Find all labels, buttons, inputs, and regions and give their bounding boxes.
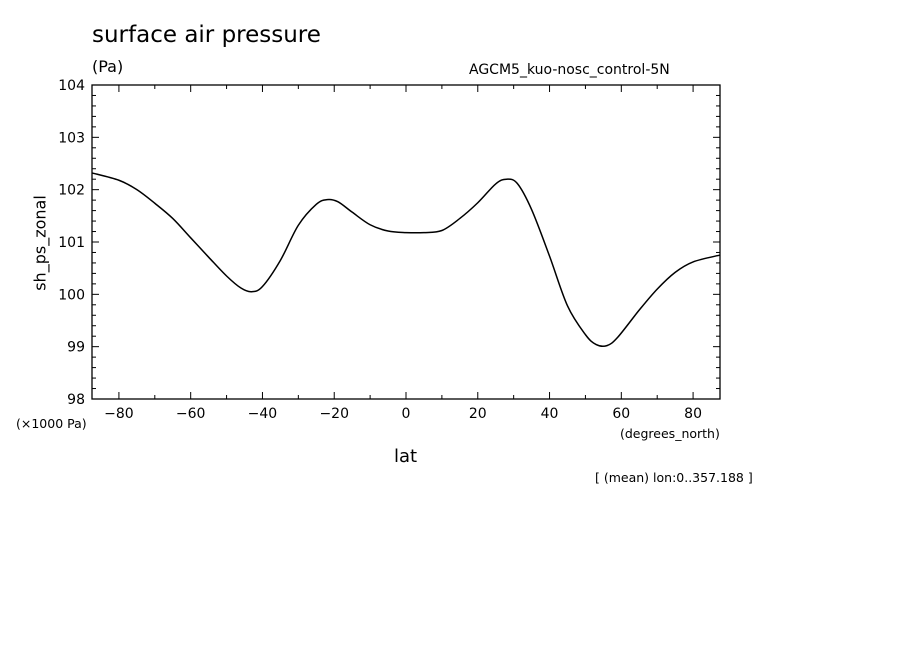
y-tick-label: 104 [58,78,85,94]
x-tick-label: 80 [684,406,702,422]
axis-ticks [92,84,720,400]
x-axis-label: lat [394,446,418,467]
y-tick-label: 103 [58,130,85,146]
x-tick-label: −20 [319,406,349,422]
x-tick-label: −80 [104,406,134,422]
x-tick-label: 20 [469,406,487,422]
y-scale-note: (×1000 Pa) [16,416,87,431]
chart-units: (Pa) [92,57,124,76]
y-tick-label: 102 [58,183,85,199]
y-tick-label: 101 [58,235,85,251]
x-tick-label: −60 [176,406,206,422]
x-tick-label: −40 [248,406,278,422]
x-axis-units: (degrees_north) [620,426,720,441]
axis-tick-labels: −80 −60 −40 −20 0 20 40 60 80 98 99 100 101 102 103 104 [58,78,702,422]
y-tick-label: 99 [67,340,85,356]
y-tick-label: 98 [67,392,85,408]
run-name: AGCM5_kuo-nosc_control-5N [469,62,670,78]
plot-frame [91,84,721,400]
x-tick-label: 60 [612,406,630,422]
y-tick-label: 100 [58,287,85,303]
x-tick-label: 40 [541,406,559,422]
chart-title: surface air pressure [92,22,321,48]
x-tick-label: 0 [402,406,411,422]
footnote: [ (mean) lon:0..357.188 ] [595,470,753,485]
series-line [91,172,721,348]
